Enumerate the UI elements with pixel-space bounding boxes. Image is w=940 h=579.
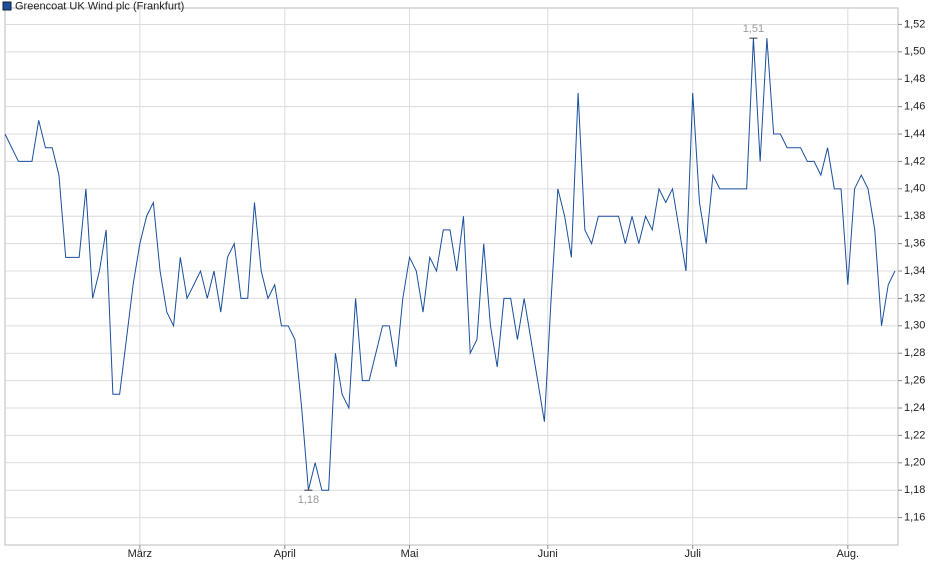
y-tick-label: 1,36 — [904, 238, 925, 250]
y-tick-label: 1,52 — [904, 18, 925, 30]
y-tick-label: 1,42 — [904, 155, 925, 167]
extreme-label: 1,18 — [298, 494, 319, 506]
price-line — [4, 38, 896, 491]
extreme-label: 1,51 — [743, 23, 764, 35]
legend-label: Greencoat UK Wind plc (Frankfurt) — [15, 0, 184, 12]
y-tick-label: 1,40 — [904, 183, 925, 195]
plot-frame — [4, 7, 899, 546]
x-tick-label: Juni — [538, 548, 558, 560]
y-tick-label: 1,26 — [904, 375, 925, 387]
y-tick-label: 1,18 — [904, 484, 925, 496]
x-tick-label: März — [128, 548, 152, 560]
y-tick-label: 1,32 — [904, 292, 925, 304]
y-tick-label: 1,44 — [904, 128, 925, 140]
x-tick-label: Juli — [684, 548, 701, 560]
x-tick-label: April — [274, 548, 296, 560]
legend-swatch — [2, 1, 12, 11]
y-tick-label: 1,50 — [904, 46, 925, 58]
y-tick-label: 1,30 — [904, 320, 925, 332]
x-tick-label: Aug. — [836, 548, 859, 560]
y-tick-label: 1,38 — [904, 210, 925, 222]
x-tick-label: Mai — [401, 548, 419, 560]
y-tick-label: 1,46 — [904, 101, 925, 113]
y-tick-label: 1,20 — [904, 457, 925, 469]
y-tick-label: 1,24 — [904, 402, 925, 414]
y-tick-label: 1,16 — [904, 512, 925, 524]
y-tick-label: 1,28 — [904, 347, 925, 359]
y-tick-label: 1,34 — [904, 265, 925, 277]
y-tick-label: 1,22 — [904, 429, 925, 441]
y-tick-label: 1,48 — [904, 73, 925, 85]
